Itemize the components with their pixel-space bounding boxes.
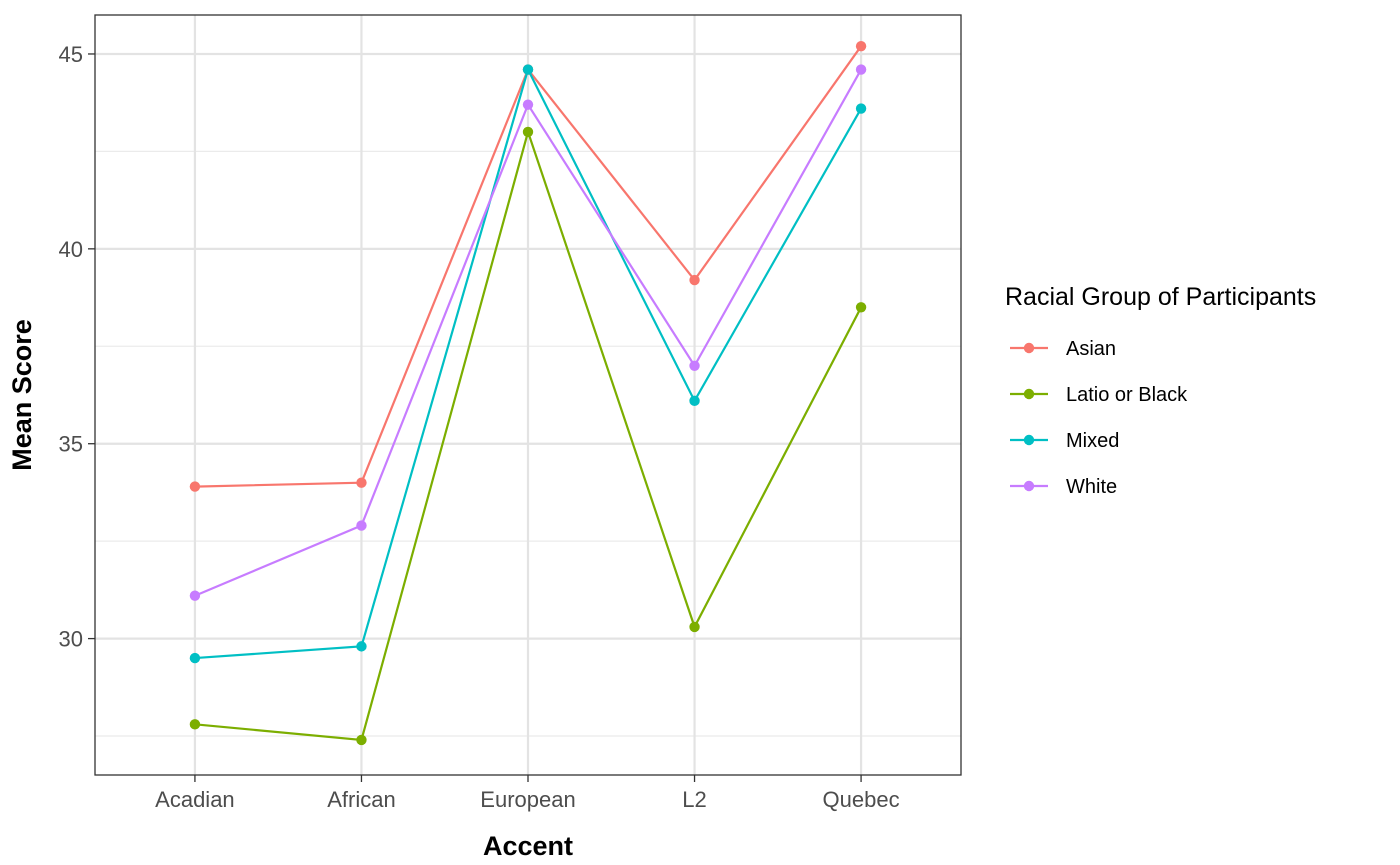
legend-label: White	[1066, 476, 1117, 498]
legend-item: Mixed	[1010, 430, 1119, 452]
y-axis-title: Mean Score	[7, 319, 37, 471]
y-tick-label: 45	[59, 42, 83, 67]
y-tick-label: 35	[59, 432, 83, 457]
legend-label: Latio or Black	[1066, 384, 1188, 406]
data-point	[356, 477, 367, 488]
data-point	[356, 520, 367, 531]
series-points	[189, 126, 867, 746]
data-point	[689, 274, 700, 286]
data-point	[189, 590, 201, 601]
data-point	[522, 64, 534, 75]
legend-item: White	[1010, 476, 1117, 498]
legend-label: Asian	[1066, 338, 1116, 360]
data-point	[522, 99, 534, 110]
legend-key-point	[1023, 434, 1035, 446]
x-axis-title: Accent	[483, 831, 573, 861]
legend-item: Latio or Black	[1010, 384, 1188, 406]
x-tick-label: L2	[682, 787, 706, 812]
data-point	[689, 360, 700, 371]
data-point	[189, 652, 201, 664]
x-tick-label: African	[327, 787, 395, 812]
legend-label: Mixed	[1066, 430, 1119, 452]
y-tick-label: 30	[59, 627, 83, 652]
series-points	[189, 64, 867, 664]
data-point	[356, 641, 367, 652]
data-point	[189, 481, 201, 492]
legend-title: Racial Group of Participants	[1005, 283, 1316, 311]
data-point	[855, 103, 867, 114]
data-point	[855, 302, 867, 313]
data-point	[189, 719, 201, 730]
data-point	[522, 126, 534, 138]
legend-key-point	[1023, 388, 1035, 400]
axes: 30 35 40 45 Acadian African European L2 Quebec	[59, 42, 900, 812]
data-point	[689, 621, 700, 633]
legend: Racial Group of Participants Asian Latio …	[1005, 283, 1316, 498]
data-point	[689, 395, 700, 407]
x-tick-label: European	[480, 787, 575, 812]
legend-key-point	[1023, 480, 1035, 492]
y-tick-label: 40	[59, 237, 83, 262]
data-point	[855, 40, 867, 52]
legend-key-point	[1023, 342, 1035, 354]
legend-item: Asian	[1010, 338, 1116, 360]
x-tick-label: Quebec	[823, 787, 900, 812]
data-point	[356, 734, 367, 746]
series-lines	[189, 40, 867, 746]
data-point	[855, 64, 867, 75]
x-tick-label: Acadian	[155, 787, 235, 812]
series-points	[189, 64, 867, 601]
